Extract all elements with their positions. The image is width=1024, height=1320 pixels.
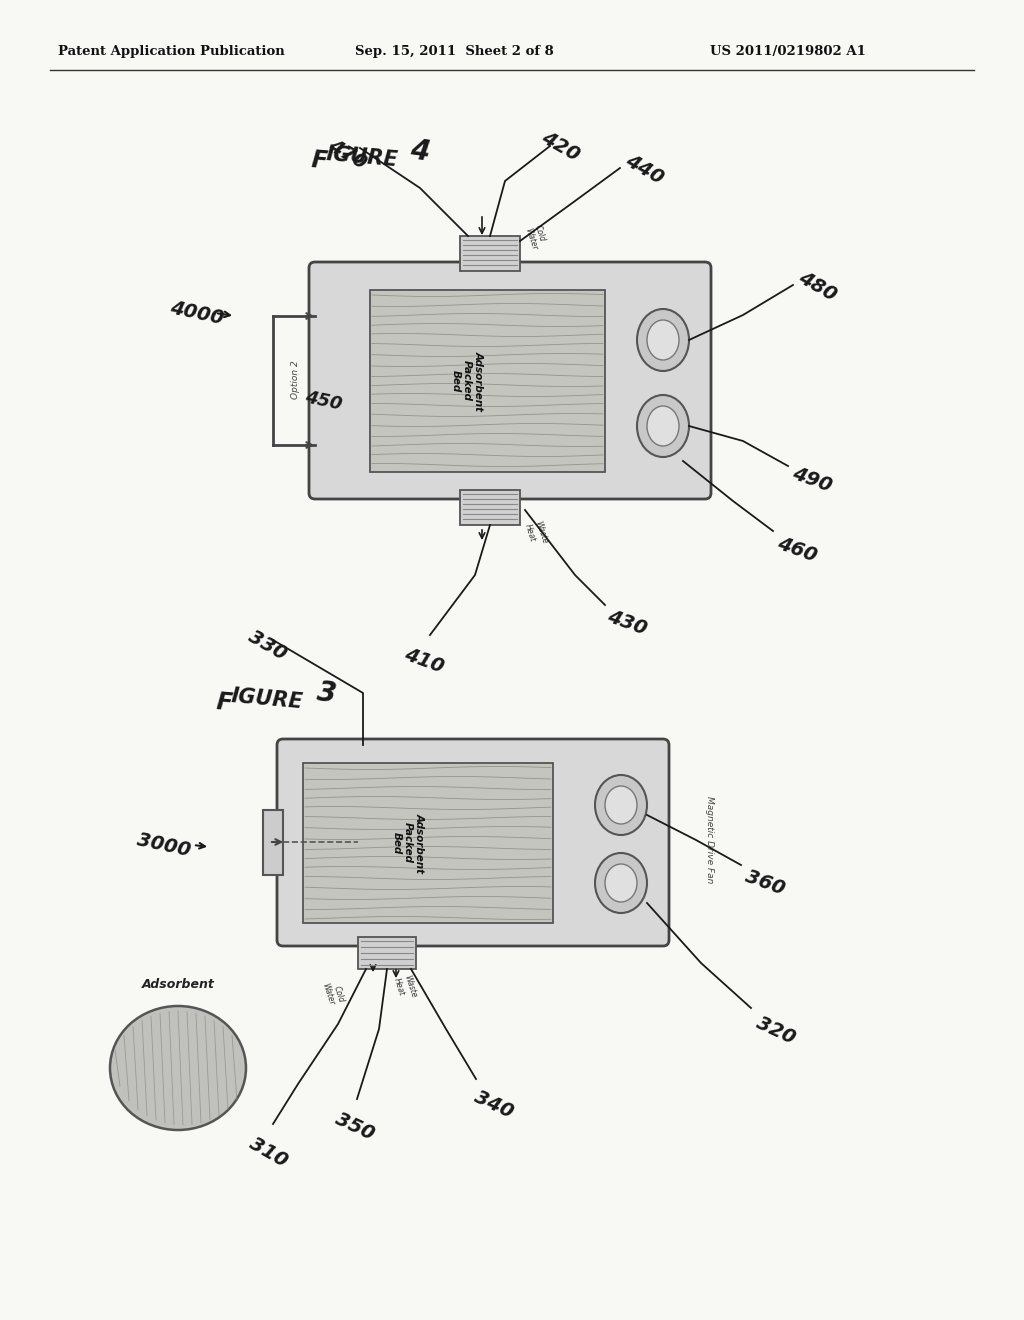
Text: Adsorbent
Packed
Bed: Adsorbent Packed Bed xyxy=(391,813,425,873)
Text: 330: 330 xyxy=(245,627,290,664)
Text: F: F xyxy=(310,148,328,173)
Text: Magnetic Drive Fan: Magnetic Drive Fan xyxy=(705,796,714,883)
Text: Cold
Water: Cold Water xyxy=(523,224,549,252)
Text: 320: 320 xyxy=(753,1012,798,1048)
Ellipse shape xyxy=(595,775,647,836)
Text: Cold
Water: Cold Water xyxy=(321,979,346,1007)
Ellipse shape xyxy=(595,853,647,913)
Text: 470: 470 xyxy=(325,136,370,173)
Ellipse shape xyxy=(647,407,679,446)
Text: 480: 480 xyxy=(795,268,840,305)
Bar xyxy=(358,937,416,969)
Ellipse shape xyxy=(605,785,637,824)
Text: 3000: 3000 xyxy=(135,830,193,859)
Text: Adsorbent
Packed
Bed: Adsorbent Packed Bed xyxy=(451,351,483,411)
Ellipse shape xyxy=(637,395,689,457)
Text: Option 2: Option 2 xyxy=(291,360,300,400)
Text: 360: 360 xyxy=(743,867,787,899)
Text: US 2011/0219802 A1: US 2011/0219802 A1 xyxy=(710,45,866,58)
Bar xyxy=(370,290,605,473)
Text: F: F xyxy=(215,690,233,715)
Bar xyxy=(303,763,553,923)
Text: 490: 490 xyxy=(790,465,835,496)
Text: Patent Application Publication: Patent Application Publication xyxy=(58,45,285,58)
Text: Adsorbent: Adsorbent xyxy=(141,978,214,991)
Ellipse shape xyxy=(110,1006,246,1130)
Bar xyxy=(263,810,283,875)
Text: 410: 410 xyxy=(402,645,446,677)
Ellipse shape xyxy=(637,309,689,371)
FancyBboxPatch shape xyxy=(278,739,669,946)
Text: IGURE: IGURE xyxy=(325,144,398,170)
Text: Waste
Heat: Waste Heat xyxy=(392,974,418,1002)
Text: 3: 3 xyxy=(315,678,338,709)
Bar xyxy=(460,236,520,271)
Text: 350: 350 xyxy=(332,1109,377,1143)
Text: IGURE: IGURE xyxy=(230,686,304,713)
Text: 450: 450 xyxy=(303,388,343,413)
Text: Sep. 15, 2011  Sheet 2 of 8: Sep. 15, 2011 Sheet 2 of 8 xyxy=(355,45,554,58)
Bar xyxy=(460,490,520,525)
Text: 430: 430 xyxy=(605,607,650,639)
Text: 4000: 4000 xyxy=(168,298,225,327)
Text: 460: 460 xyxy=(775,535,820,566)
FancyBboxPatch shape xyxy=(309,261,711,499)
Ellipse shape xyxy=(605,865,637,902)
Text: Waste
Heat: Waste Heat xyxy=(523,520,549,548)
Text: 440: 440 xyxy=(622,150,667,187)
Text: 310: 310 xyxy=(246,1134,291,1171)
Text: 340: 340 xyxy=(471,1086,516,1122)
Ellipse shape xyxy=(647,319,679,360)
Text: 4: 4 xyxy=(408,136,431,166)
Text: 420: 420 xyxy=(538,128,583,165)
